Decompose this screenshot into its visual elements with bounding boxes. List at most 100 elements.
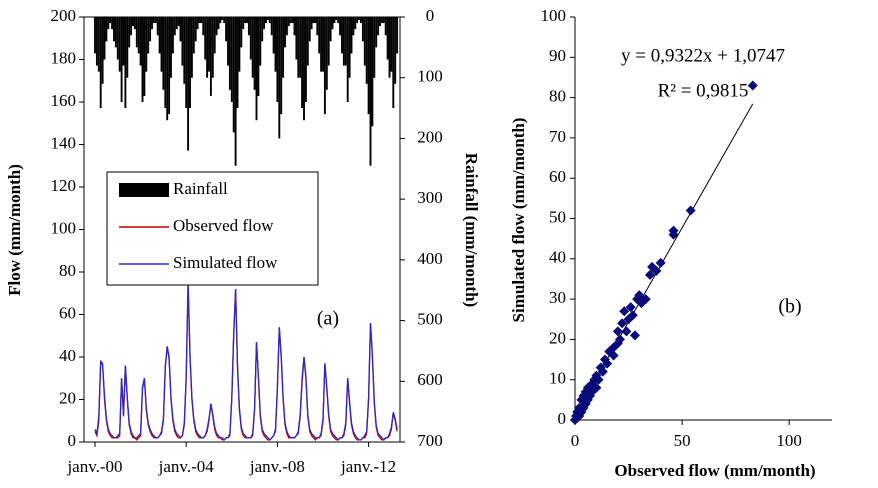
- rainfall-bar: [358, 17, 361, 21]
- x-axis-label: Observed flow (mm/month): [614, 461, 815, 480]
- rainfall-bar: [215, 17, 218, 36]
- scatter-point: [668, 225, 679, 236]
- rainfall-bar: [323, 17, 326, 115]
- scatter-point: [593, 374, 604, 385]
- rainfall-bar: [173, 17, 176, 36]
- rainfall-bar: [259, 17, 262, 66]
- x-tick-label: janv.-08: [249, 457, 305, 476]
- rainfall-bar: [183, 17, 186, 84]
- y2-tick-label: 300: [417, 188, 443, 207]
- rainfall-bar: [147, 17, 150, 54]
- scatter-point: [629, 330, 640, 341]
- rainfall-bar: [329, 17, 332, 42]
- scatter-point: [655, 257, 666, 268]
- rainfall-bar: [200, 17, 203, 24]
- rainfall-bar: [227, 17, 229, 66]
- y2-tick-label: 0: [426, 6, 435, 25]
- rainfall-bar: [293, 17, 296, 36]
- rainfall-bar: [396, 17, 399, 54]
- rainfall-bar: [303, 17, 305, 121]
- rainfall-bar: [137, 17, 140, 54]
- rainfall-bar: [113, 17, 115, 42]
- rainfall-bar: [291, 17, 294, 24]
- rainfall-bar: [352, 17, 355, 36]
- rainfall-bar: [217, 17, 220, 30]
- rainfall-bar: [219, 17, 222, 24]
- rainfall-bar: [145, 17, 148, 72]
- rainfall-bar: [168, 17, 171, 115]
- scatter-point: [640, 294, 651, 305]
- rainfall-bar: [297, 17, 300, 78]
- y-tick-label: 10: [549, 369, 566, 388]
- scatter-point: [619, 306, 630, 317]
- equation: y = 0,9322x + 1,0747: [621, 45, 785, 66]
- rainfall-bar: [276, 17, 279, 102]
- scatter-point: [617, 318, 628, 329]
- rainfall-bar: [339, 17, 342, 36]
- scatter-point: [608, 350, 619, 361]
- rainfall-bar: [225, 17, 228, 42]
- x-tick-label: 100: [776, 431, 802, 450]
- rainfall-bar: [187, 17, 190, 151]
- rainfall-bar: [331, 17, 334, 30]
- y-tick-label: 0: [68, 431, 77, 450]
- rainfall-bar: [162, 17, 165, 90]
- rainfall-bar: [94, 17, 96, 54]
- rainfall-bar: [135, 17, 138, 48]
- rainfall-bar: [310, 17, 313, 30]
- rainfall-bar: [265, 17, 267, 24]
- rainfall-bar: [158, 17, 161, 54]
- scatter-point: [685, 205, 696, 216]
- y2-tick-label: 500: [417, 309, 443, 328]
- rainfall-bar: [122, 17, 125, 66]
- rainfall-bar: [209, 17, 212, 96]
- rainfall-bar: [160, 17, 163, 72]
- rainfall-bar: [354, 17, 357, 30]
- rainfall-bar: [322, 17, 324, 72]
- rainfall-bar: [350, 17, 353, 54]
- scatter-point: [651, 265, 662, 276]
- rainfall-bar: [346, 17, 349, 102]
- rainfall-bar: [204, 17, 207, 60]
- y2-tick-label: 700: [417, 431, 443, 450]
- rainfall-bar: [282, 17, 285, 78]
- rainfall-bar: [128, 17, 131, 48]
- rainfall-bar: [287, 17, 290, 27]
- y-tick-label: 40: [59, 346, 76, 365]
- rainfall-bar: [312, 17, 315, 24]
- rainfall-bar: [268, 17, 271, 24]
- rainfall-bar: [118, 17, 121, 72]
- rainfall-bar: [126, 17, 129, 78]
- rainfall-bar: [99, 17, 102, 109]
- rainfall-bar: [384, 17, 387, 36]
- rainfall-bar: [143, 17, 146, 96]
- rainfall-bar: [375, 17, 378, 48]
- y-tick-label: 30: [549, 288, 566, 307]
- rainfall-bar: [327, 17, 330, 66]
- rainfall-bar: [189, 17, 191, 109]
- x-tick-label: janv.-12: [340, 457, 396, 476]
- rainfall-bar: [341, 17, 343, 54]
- rainfall-bar: [394, 17, 397, 84]
- scatter-point: [614, 334, 625, 345]
- rainfall-bar: [363, 17, 366, 66]
- rainfall-bar: [382, 17, 385, 24]
- rainfall-bar: [373, 17, 376, 78]
- rainfall-bar: [154, 17, 157, 24]
- rainfall-bar: [320, 17, 323, 72]
- y-tick-label: 60: [549, 167, 566, 186]
- rainfall-bar: [181, 17, 184, 66]
- scatter-point: [612, 326, 623, 337]
- rainfall-bar: [238, 17, 241, 72]
- rainfall-bar: [270, 17, 273, 36]
- rainfall-bar: [360, 17, 362, 24]
- rainfall-bar: [392, 17, 395, 109]
- rainfall-bar: [152, 17, 155, 24]
- rainfall-bar: [194, 17, 197, 42]
- scatter-point: [602, 358, 613, 369]
- rainfall-bar: [230, 17, 233, 102]
- y-tick-label: 80: [59, 261, 76, 280]
- rainfall-bar: [295, 17, 298, 60]
- rainfall-bar: [170, 17, 172, 78]
